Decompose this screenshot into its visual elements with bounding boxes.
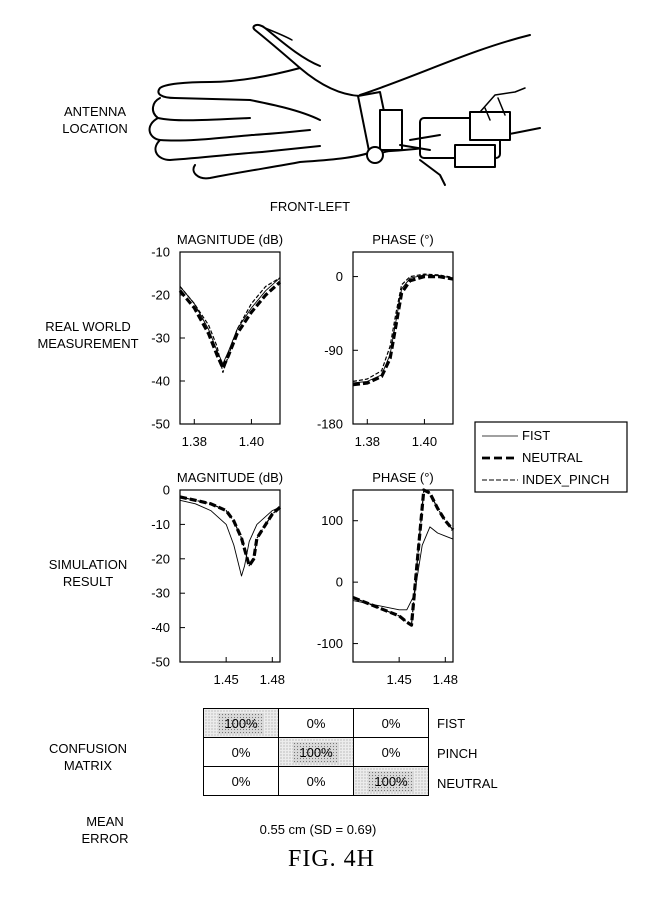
hand-illustration — [148, 23, 541, 186]
chart-title-real-phase: PHASE (°) — [372, 232, 434, 247]
y-tick-label: -40 — [151, 620, 170, 635]
x-tick-label: 1.45 — [213, 672, 238, 687]
cm-cell: 0% — [203, 737, 279, 767]
y-tick-label: -40 — [151, 374, 170, 389]
confusion-row-fist: 100% 0% 0% — [203, 708, 429, 738]
x-tick-label: 1.48 — [260, 672, 285, 687]
confusion-line2: MATRIX — [63, 758, 113, 773]
chart-title-sim-phase: PHASE (°) — [372, 470, 434, 485]
confusion-matrix: 100% 0% 0% 0% 100% 0% 0% 0% 100% — [203, 708, 429, 796]
plot-box-sim-magnitude — [179, 489, 281, 663]
series-line-index-pinch — [179, 496, 281, 567]
antenna-location-label: ANTENNA LOCATION — [30, 103, 160, 137]
cm-cell-value: 100% — [293, 741, 339, 763]
cm-cell-value: 100% — [218, 712, 264, 734]
series-line-neutral — [179, 495, 282, 568]
confusion-line1: CONFUSION — [49, 741, 127, 756]
legend-label-index-pinch: INDEX_PINCH — [522, 472, 609, 487]
y-tick-label: 0 — [336, 269, 343, 284]
real-world-line1: REAL WORLD — [45, 319, 131, 334]
real-world-label: REAL WORLD MEASUREMENT — [23, 318, 153, 352]
y-tick-label: -100 — [317, 636, 343, 651]
y-tick-label: -30 — [151, 331, 170, 346]
series-line-neutral — [352, 488, 455, 627]
mean-error-line1: MEAN — [86, 814, 124, 829]
chart-title-real-magnitude: MAGNITUDE (dB) — [177, 232, 283, 247]
cm-cell: 0% — [203, 766, 279, 796]
cm-cell: 0% — [353, 737, 429, 767]
plot-box-sim-phase — [352, 489, 454, 663]
legend-label-fist: FIST — [522, 428, 550, 443]
x-tick-label: 1.48 — [433, 672, 458, 687]
figure-caption: FIG. 4H — [287, 846, 375, 872]
front-left-label: FRONT-LEFT — [269, 199, 351, 214]
confusion-row-neutral: 0% 0% 100% — [203, 766, 429, 796]
confusion-row-pinch: 0% 100% 0% — [203, 737, 429, 767]
legend: FIST NEUTRAL INDEX_PINCH — [474, 421, 628, 493]
simulation-label: SIMULATION RESULT — [23, 556, 153, 590]
y-tick-label: -180 — [317, 417, 343, 432]
series-line-index-pinch — [179, 277, 281, 373]
chart-title-sim-magnitude: MAGNITUDE (dB) — [177, 470, 283, 485]
cm-cell: 100% — [203, 708, 279, 738]
series-line-fist — [179, 499, 281, 577]
cm-cell: 0% — [278, 708, 354, 738]
series-line-fist — [352, 526, 454, 611]
plot-box-real-phase — [352, 251, 454, 425]
y-tick-label: -50 — [151, 417, 170, 432]
antenna-location-line1: ANTENNA — [63, 104, 127, 119]
legend-label-neutral: NEUTRAL — [522, 450, 583, 465]
series-line-index-pinch — [352, 273, 454, 382]
x-tick-label: 1.38 — [355, 434, 380, 449]
cm-row-label-neutral: NEUTRAL — [437, 776, 498, 791]
cm-row-label-fist: FIST — [437, 716, 466, 731]
x-tick-label: 1.40 — [412, 434, 437, 449]
cm-cell: 0% — [353, 708, 429, 738]
real-world-line2: MEASUREMENT — [37, 336, 139, 351]
cm-cell: 100% — [353, 766, 429, 796]
x-tick-label: 1.38 — [182, 434, 207, 449]
cm-cell: 100% — [278, 737, 354, 767]
y-tick-label: -20 — [151, 551, 170, 566]
y-tick-label: -90 — [324, 343, 343, 358]
simulation-line2: RESULT — [62, 574, 114, 589]
series-line-index-pinch — [352, 489, 454, 626]
series-line-neutral — [178, 280, 282, 370]
y-tick-label: -20 — [151, 288, 170, 303]
mean-error-line2: ERROR — [81, 831, 129, 846]
cm-cell: 0% — [278, 766, 354, 796]
y-tick-label: 0 — [336, 575, 343, 590]
y-tick-label: 100 — [321, 513, 343, 528]
series-line-neutral — [352, 275, 454, 387]
y-tick-label: -10 — [151, 517, 170, 532]
antenna-location-line2: LOCATION — [62, 121, 128, 136]
cm-cell-value: 100% — [368, 770, 414, 792]
y-tick-label: -10 — [151, 245, 170, 260]
y-tick-label: -30 — [151, 586, 170, 601]
mean-error-value: 0.55 cm (SD = 0.69) — [259, 822, 377, 837]
x-tick-label: 1.40 — [239, 434, 264, 449]
x-tick-label: 1.45 — [386, 672, 411, 687]
confusion-label: CONFUSION MATRIX — [23, 740, 153, 774]
simulation-line1: SIMULATION — [48, 557, 128, 572]
series-line-fist — [179, 277, 281, 365]
series-line-fist — [352, 274, 454, 384]
y-tick-label: 0 — [163, 483, 170, 498]
mean-error-label: MEAN ERROR — [40, 813, 170, 847]
cm-row-label-pinch: PINCH — [437, 746, 478, 761]
plot-box-real-magnitude — [179, 251, 281, 425]
y-tick-label: -50 — [151, 655, 170, 670]
